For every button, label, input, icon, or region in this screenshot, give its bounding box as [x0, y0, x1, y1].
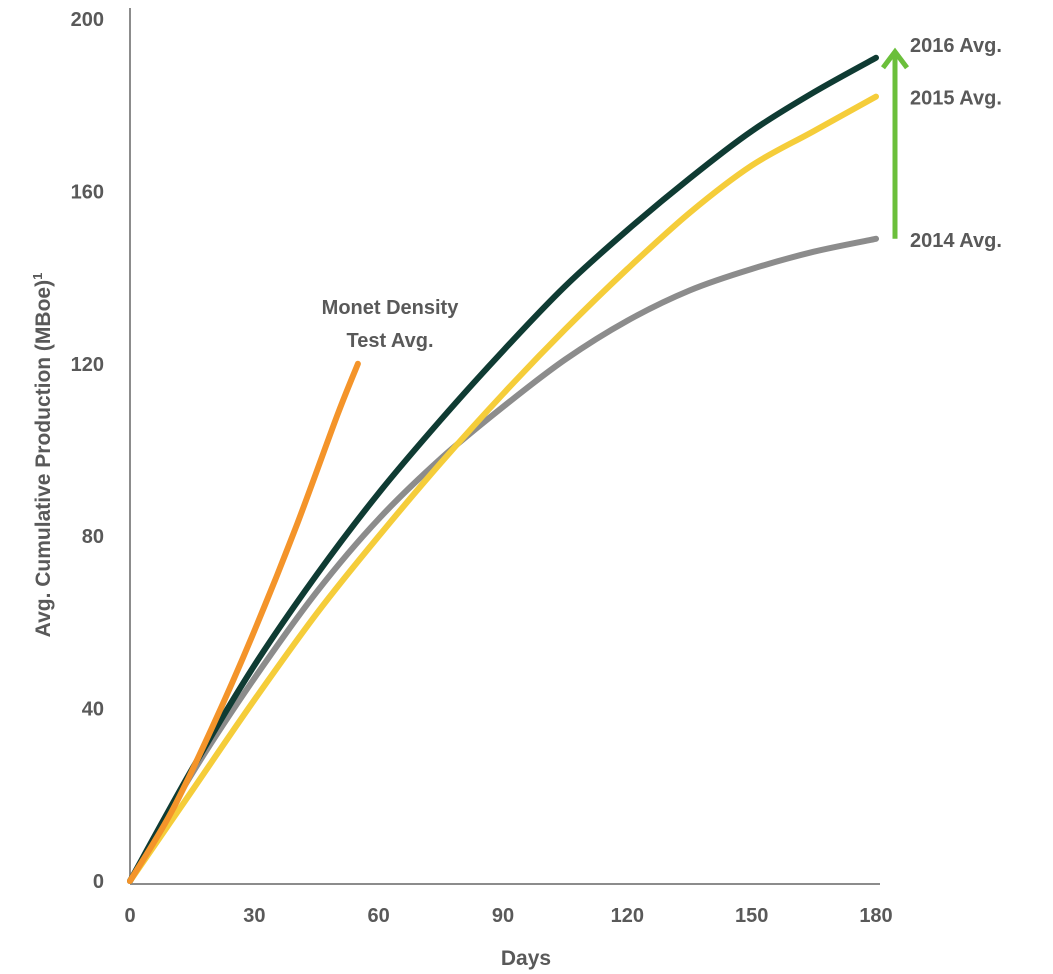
label-2016-avg: 2016 Avg.	[910, 35, 1002, 57]
y-axis-title-superscript: 1	[30, 273, 45, 280]
series-labels: 2014 Avg. 2015 Avg. 2016 Avg.	[910, 35, 1002, 252]
y-axis-title-text: Avg. Cumulative Production (MBoe)	[32, 280, 55, 637]
x-tick-label: 30	[243, 905, 265, 927]
monet-annotation-line-2: Test Avg.	[346, 330, 433, 352]
y-tick-labels: 0 40 80 120 160 200	[71, 9, 104, 893]
x-tick-label: 60	[368, 905, 390, 927]
y-tick-label: 80	[82, 526, 104, 548]
y-tick-label: 200	[71, 9, 104, 31]
improvement-arrow	[881, 47, 909, 239]
series-line-2015-avg	[127, 93, 879, 884]
monet-annotation-line-1: Monet Density	[322, 297, 460, 319]
x-axis-title: Days	[501, 947, 551, 970]
y-tick-label: 120	[71, 354, 104, 376]
series-lines	[127, 54, 879, 884]
series-line-2014-avg	[127, 235, 879, 884]
x-tick-label: 120	[611, 905, 644, 927]
axes	[129, 8, 880, 885]
x-tick-label: 0	[124, 905, 135, 927]
x-tick-label: 150	[735, 905, 768, 927]
series-line-2016-avg	[127, 54, 879, 884]
improvement-arrow-head	[881, 47, 909, 70]
y-tick-label: 0	[93, 871, 104, 893]
y-axis-title: Avg. Cumulative Production (MBoe)1	[30, 273, 55, 638]
x-tick-label: 180	[859, 905, 892, 927]
x-tick-label: 90	[492, 905, 514, 927]
series-line-monet-density-test-avg	[127, 360, 361, 884]
y-tick-label: 160	[71, 181, 104, 203]
x-tick-labels: 0 30 60 90 120 150 180	[124, 905, 892, 927]
y-tick-label: 40	[82, 699, 104, 721]
label-2014-avg: 2014 Avg.	[910, 230, 1002, 252]
label-2015-avg: 2015 Avg.	[910, 88, 1002, 110]
